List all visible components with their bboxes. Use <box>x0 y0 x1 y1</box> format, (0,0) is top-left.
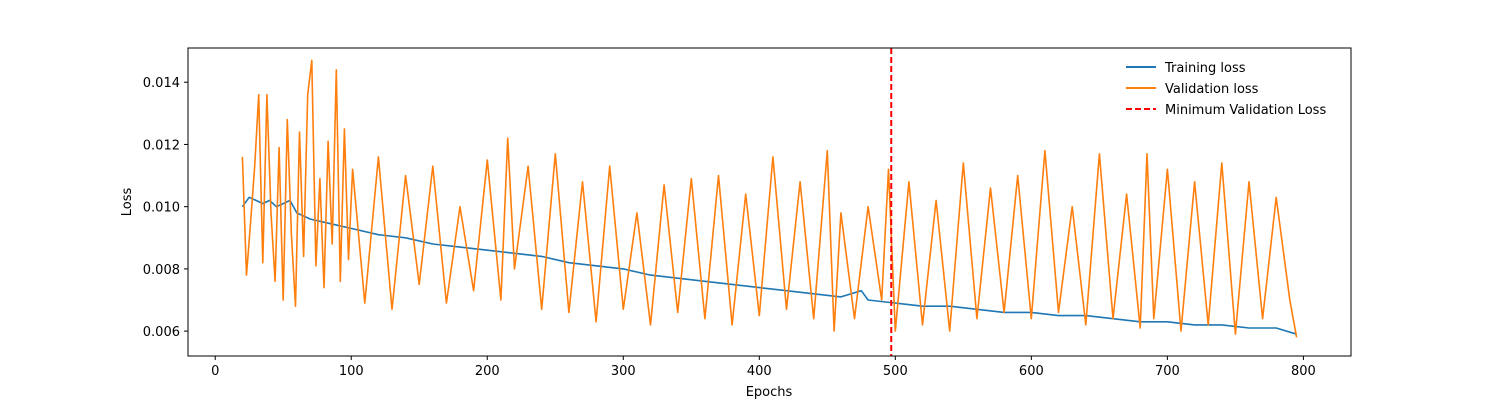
x-tick-label: 0 <box>211 364 219 379</box>
plot-frame <box>187 47 1352 357</box>
y-axis: 0.006 0.008 0.010 0.012 0.014 <box>143 76 188 340</box>
x-tick-label: 800 <box>1291 364 1316 379</box>
x-tick-label: 600 <box>1019 364 1044 379</box>
x-tick-label: 200 <box>475 364 500 379</box>
y-tick-label: 0.012 <box>143 138 180 153</box>
x-tick-label: 300 <box>611 364 636 379</box>
x-tick-label: 100 <box>339 364 364 379</box>
y-tick-label: 0.006 <box>143 325 180 340</box>
y-tick-label: 0.010 <box>143 201 180 216</box>
x-axis: 0 100 200 300 400 500 600 700 800 <box>211 356 1316 379</box>
y-tick-label: 0.014 <box>143 76 180 91</box>
legend-label-training-loss: Training loss <box>1164 61 1246 76</box>
x-tick-label: 400 <box>747 364 772 379</box>
x-tick-label: 700 <box>1155 364 1180 379</box>
legend: Training loss Validation loss Minimum Va… <box>1126 61 1326 118</box>
legend-label-min-validation-loss: Minimum Validation Loss <box>1165 103 1326 118</box>
series-line-validation-loss <box>241 59 1298 338</box>
y-tick-label: 0.008 <box>143 263 180 278</box>
y-axis-label: Loss <box>120 188 135 217</box>
x-axis-label: Epochs <box>746 385 793 400</box>
series-layer <box>241 59 1298 338</box>
x-tick-label: 500 <box>883 364 908 379</box>
legend-label-validation-loss: Validation loss <box>1165 82 1259 97</box>
